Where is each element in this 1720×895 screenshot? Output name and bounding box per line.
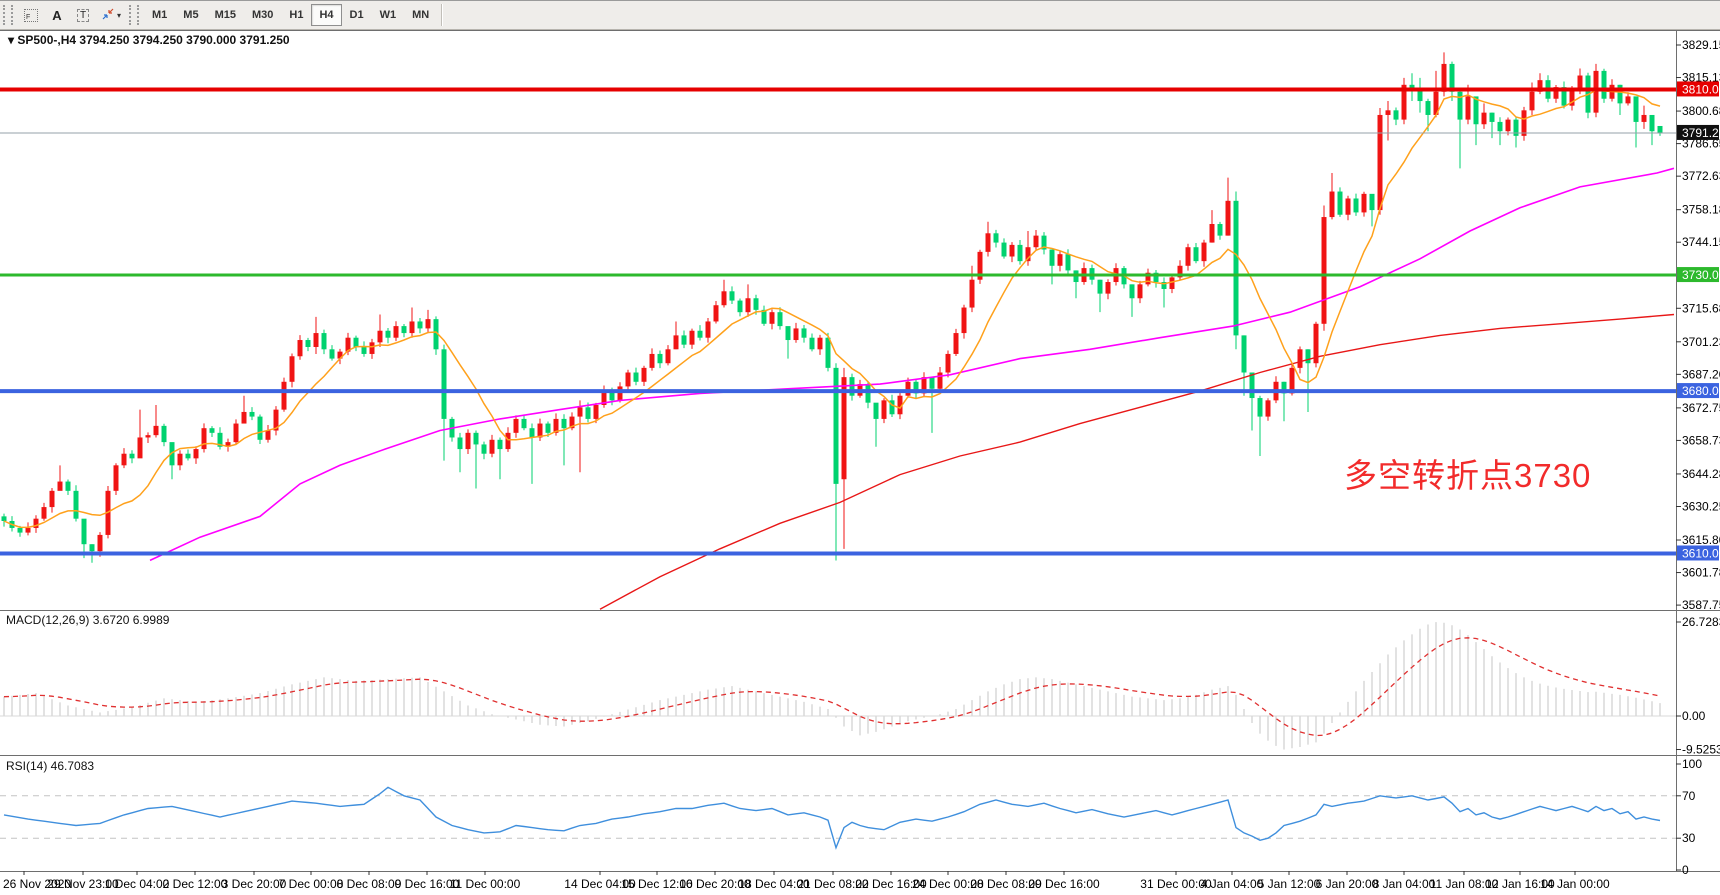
tf-button-h4[interactable]: H4 bbox=[311, 4, 342, 26]
rsi-axis-label: 0 bbox=[1682, 863, 1689, 877]
svg-text:3587.755: 3587.755 bbox=[1682, 598, 1720, 612]
svg-text:3758.180: 3758.180 bbox=[1682, 203, 1720, 217]
rsi-panel bbox=[0, 786, 1676, 850]
svg-text:14 Dec 04:00: 14 Dec 04:00 bbox=[564, 877, 636, 891]
svg-text:15 Dec 12:00: 15 Dec 12:00 bbox=[621, 877, 693, 891]
tf-button-d1[interactable]: D1 bbox=[342, 4, 372, 26]
svg-text:14 Jan 00:00: 14 Jan 00:00 bbox=[1540, 877, 1610, 891]
timeframe-group: M1 M5 M15 M30 H1 H4 D1 W1 MN bbox=[144, 4, 437, 26]
text-a-icon: A bbox=[52, 7, 62, 23]
ma-slow-line bbox=[599, 313, 1675, 610]
price-badge-3810.000: 3810.000 bbox=[1677, 81, 1720, 97]
template-button[interactable]: F bbox=[19, 4, 43, 26]
svg-text:3615.805: 3615.805 bbox=[1682, 533, 1720, 547]
svg-text:4 Jan 04:00: 4 Jan 04:00 bbox=[1201, 877, 1264, 891]
tf-button-w1[interactable]: W1 bbox=[372, 4, 405, 26]
tf-button-m5[interactable]: M5 bbox=[175, 4, 206, 26]
macd-label: MACD(12,26,9) 3.6720 6.9989 bbox=[6, 613, 170, 627]
chevron-down-icon: ▾ bbox=[117, 10, 122, 20]
svg-text:3658.730: 3658.730 bbox=[1682, 433, 1720, 447]
toolbar: F A T ▾ M1 M5 M15 M30 H1 H4 D1 W1 MN bbox=[0, 0, 1720, 30]
label-tool-button[interactable]: T bbox=[71, 4, 95, 26]
rsi-axis-label: 30 bbox=[1682, 831, 1696, 845]
svg-text:29 Dec 16:00: 29 Dec 16:00 bbox=[1028, 877, 1100, 891]
chart-ohlc-title: ▾ SP500-,H4 3794.250 3794.250 3790.000 3… bbox=[7, 33, 290, 47]
svg-text:3630.255: 3630.255 bbox=[1682, 499, 1720, 513]
price-badge-3680.000: 3680.000 bbox=[1677, 383, 1720, 399]
svg-text:3701.230: 3701.230 bbox=[1682, 335, 1720, 349]
rsi-axis-label: 100 bbox=[1682, 757, 1702, 771]
ma-mid-line bbox=[149, 167, 1675, 562]
macd-panel bbox=[0, 622, 1676, 750]
svg-text:11 Jan 08:00: 11 Jan 08:00 bbox=[1430, 877, 1499, 891]
svg-text:3791.250: 3791.250 bbox=[1682, 126, 1720, 140]
svg-text:6 Jan 20:00: 6 Jan 20:00 bbox=[1316, 877, 1379, 891]
svg-text:3601.780: 3601.780 bbox=[1682, 566, 1720, 580]
macd-axis-label: 0.00 bbox=[1682, 709, 1706, 723]
tf-button-m15[interactable]: M15 bbox=[207, 4, 244, 26]
price-scale[interactable]: 3829.155 3815.130 3800.680 3786.655 3772.630… bbox=[1676, 38, 1720, 612]
tf-button-m1[interactable]: M1 bbox=[144, 4, 175, 26]
svg-text:3680.000: 3680.000 bbox=[1682, 384, 1720, 398]
svg-text:3800.680: 3800.680 bbox=[1682, 104, 1720, 118]
svg-text:3644.280: 3644.280 bbox=[1682, 467, 1720, 481]
svg-text:9 Dec 16:00: 9 Dec 16:00 bbox=[395, 877, 460, 891]
rsi-line bbox=[3, 786, 1661, 850]
toolbar-separator bbox=[441, 4, 443, 26]
svg-text:2 Dec 12:00: 2 Dec 12:00 bbox=[163, 877, 228, 891]
svg-text:3715.680: 3715.680 bbox=[1682, 301, 1720, 315]
svg-text:28 Dec 08:00: 28 Dec 08:00 bbox=[970, 877, 1042, 891]
macd-signal-line bbox=[3, 637, 1661, 737]
arrows-icon bbox=[101, 7, 115, 24]
svg-text:18 Dec 04:00: 18 Dec 04:00 bbox=[738, 877, 810, 891]
price-badge-3610.000: 3610.000 bbox=[1677, 545, 1720, 561]
svg-text:3672.755: 3672.755 bbox=[1682, 401, 1720, 415]
svg-text:3786.655: 3786.655 bbox=[1682, 137, 1720, 151]
svg-text:3687.205: 3687.205 bbox=[1682, 367, 1720, 381]
svg-text:3744.155: 3744.155 bbox=[1682, 235, 1720, 249]
price-badge-3730.000: 3730.000 bbox=[1677, 267, 1720, 283]
svg-text:8 Dec 08:00: 8 Dec 08:00 bbox=[337, 877, 402, 891]
svg-text:29 Nov 23:00: 29 Nov 23:00 bbox=[47, 877, 119, 891]
svg-text:8 Jan 04:00: 8 Jan 04:00 bbox=[1373, 877, 1436, 891]
rsi-axis-label: 70 bbox=[1682, 789, 1696, 803]
template-grid-icon: F bbox=[24, 8, 38, 22]
svg-text:7 Dec 00:00: 7 Dec 00:00 bbox=[279, 877, 344, 891]
price-badge-3791.250: 3791.250 bbox=[1677, 124, 1720, 140]
svg-text:16 Dec 20:00: 16 Dec 20:00 bbox=[679, 877, 751, 891]
toolbar-grip[interactable] bbox=[3, 5, 13, 25]
arrows-tool-button[interactable]: ▾ bbox=[97, 4, 125, 26]
svg-text:11 Dec 00:00: 11 Dec 00:00 bbox=[450, 877, 521, 891]
chart-annotation: 多空转折点3730 bbox=[1344, 457, 1592, 494]
text-label-icon: T bbox=[76, 8, 90, 22]
svg-text:26 Nov 2020: 26 Nov 2020 bbox=[3, 877, 71, 891]
svg-text:3610.000: 3610.000 bbox=[1682, 546, 1720, 560]
macd-axis-label: -9.5253 bbox=[1682, 743, 1720, 757]
svg-text:24 Dec 00:00: 24 Dec 00:00 bbox=[912, 877, 984, 891]
svg-text:3810.000: 3810.000 bbox=[1682, 82, 1720, 96]
macd-axis-label: 26.7283 bbox=[1682, 615, 1720, 629]
rsi-label: RSI(14) 46.7083 bbox=[6, 759, 94, 773]
svg-text:21 Dec 08:00: 21 Dec 08:00 bbox=[797, 877, 869, 891]
toolbar-grip-2[interactable] bbox=[129, 5, 140, 25]
svg-text:12 Jan 16:00: 12 Jan 16:00 bbox=[1485, 877, 1555, 891]
tf-button-m30[interactable]: M30 bbox=[244, 4, 281, 26]
svg-text:22 Dec 16:00: 22 Dec 16:00 bbox=[855, 877, 927, 891]
svg-text:3772.630: 3772.630 bbox=[1682, 169, 1720, 183]
svg-text:31 Dec 00:00: 31 Dec 00:00 bbox=[1140, 877, 1212, 891]
tf-button-mn[interactable]: MN bbox=[404, 4, 437, 26]
svg-text:3730.000: 3730.000 bbox=[1682, 268, 1720, 282]
svg-text:3815.130: 3815.130 bbox=[1682, 71, 1720, 85]
svg-text:5 Jan 12:00: 5 Jan 12:00 bbox=[1258, 877, 1321, 891]
svg-text:1 Dec 04:00: 1 Dec 04:00 bbox=[105, 877, 170, 891]
text-tool-button[interactable]: A bbox=[45, 4, 69, 26]
tf-button-h1[interactable]: H1 bbox=[281, 4, 311, 26]
svg-text:3829.155: 3829.155 bbox=[1682, 38, 1720, 52]
svg-text:3 Dec 20:00: 3 Dec 20:00 bbox=[222, 877, 287, 891]
ma-fast-line bbox=[3, 89, 1661, 529]
